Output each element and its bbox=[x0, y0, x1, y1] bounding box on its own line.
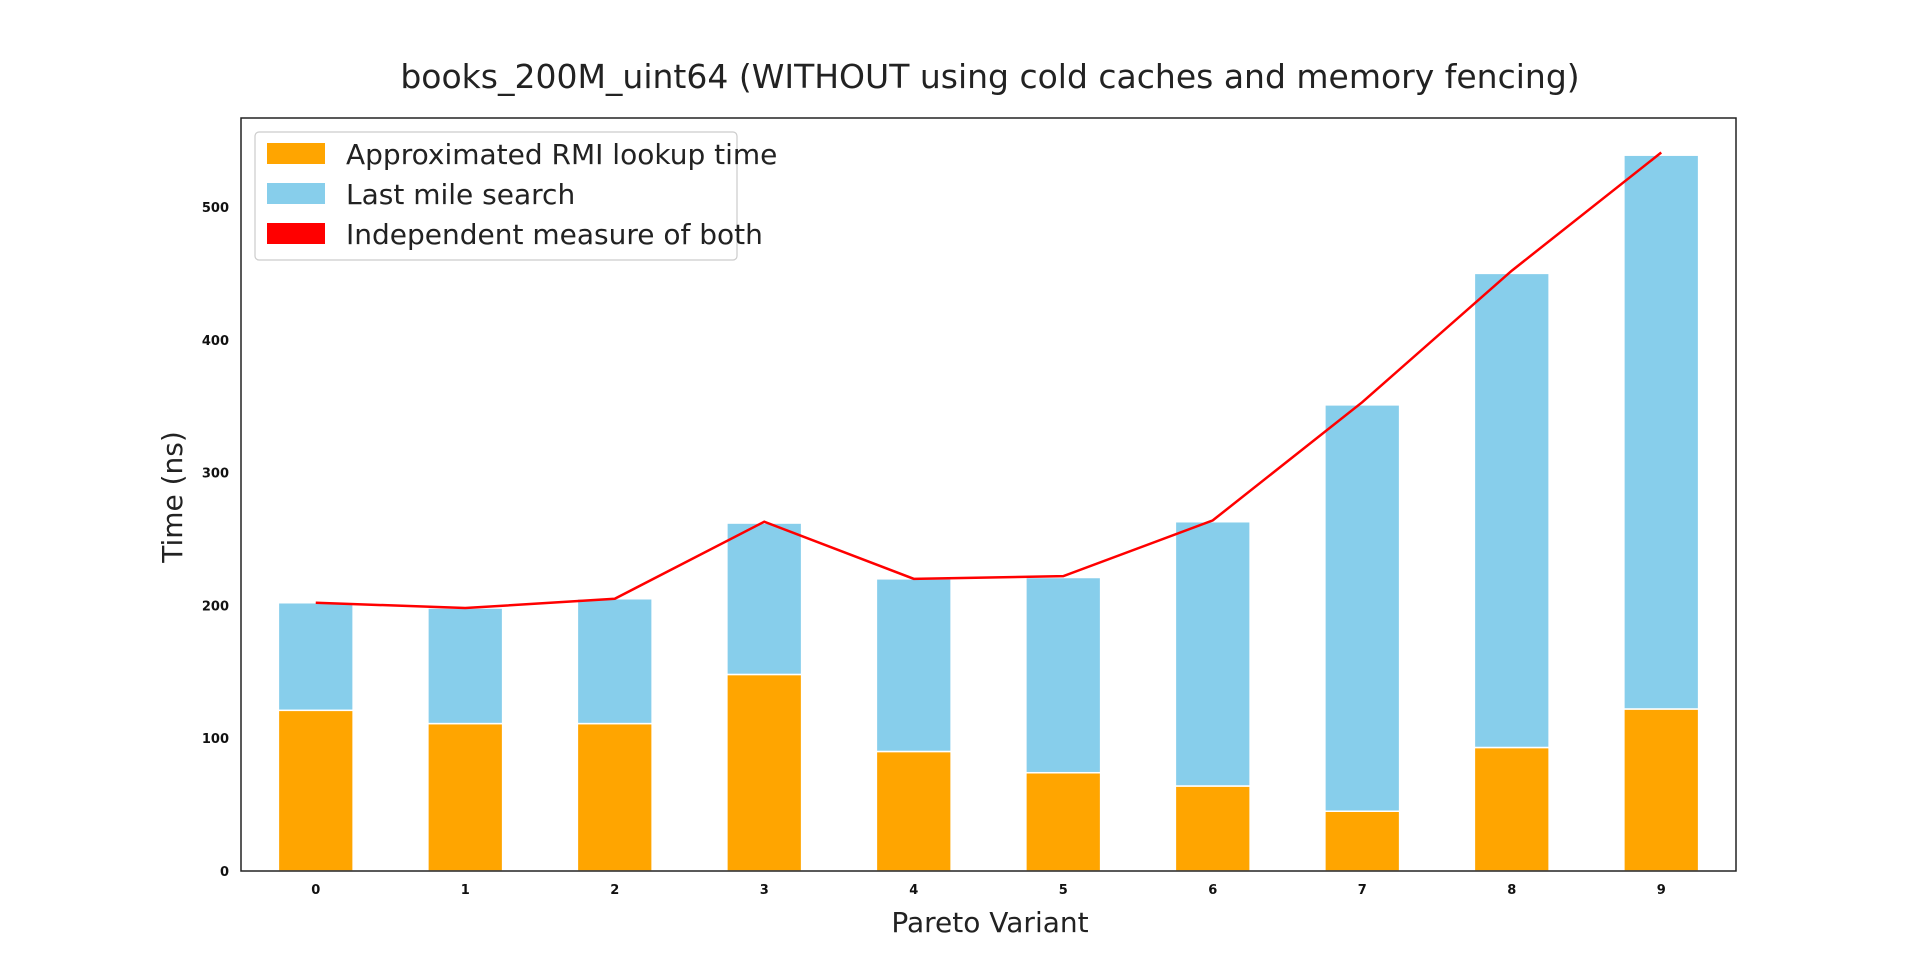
chart-title: books_200M_uint64 (WITHOUT using cold ca… bbox=[400, 57, 1579, 96]
y-tick-label-0: 0 bbox=[220, 865, 229, 880]
y-tick-label-200: 200 bbox=[202, 599, 229, 614]
y-tick-label-400: 400 bbox=[202, 334, 229, 349]
legend-frame bbox=[254, 131, 738, 261]
legend-label-last-mile: Last mile search bbox=[346, 178, 575, 211]
legend-swatch-last-mile bbox=[267, 183, 325, 204]
x-tick-label-3: 3 bbox=[760, 883, 769, 898]
legend-swatch-independent-measure bbox=[267, 223, 325, 244]
legend-swatch-rmi-lookup bbox=[267, 143, 325, 164]
bar-last-mile-8 bbox=[1473, 272, 1550, 749]
bar-last-mile-6 bbox=[1174, 520, 1251, 787]
bar-last-mile-7 bbox=[1324, 404, 1401, 812]
x-tick-label-4: 4 bbox=[909, 883, 918, 898]
bar-last-mile-4 bbox=[875, 578, 952, 753]
bar-last-mile-9 bbox=[1623, 154, 1700, 710]
legend: Approximated RMI lookup time Last mile se… bbox=[254, 131, 777, 261]
plot-frame bbox=[240, 117, 1737, 872]
line-independent-measure bbox=[315, 151, 1663, 610]
y-tick-label-100: 100 bbox=[202, 732, 229, 747]
plot-area: 0 100 200 300 400 500 0 1 2 3 4 5 6 7 8 9 bbox=[202, 117, 1737, 898]
bar-rmi-lookup-9 bbox=[1623, 708, 1700, 872]
bar-rmi-lookup-1 bbox=[427, 722, 504, 872]
y-tick-label-500: 500 bbox=[202, 201, 229, 216]
bar-last-mile-5 bbox=[1025, 576, 1102, 774]
bar-rmi-lookup-7 bbox=[1324, 810, 1401, 872]
bar-rmi-lookup-4 bbox=[875, 750, 952, 872]
bar-rmi-lookup-8 bbox=[1473, 746, 1550, 872]
x-axis-label: Pareto Variant bbox=[891, 906, 1088, 939]
bar-last-mile-2 bbox=[576, 598, 653, 725]
x-tick-label-5: 5 bbox=[1059, 883, 1068, 898]
bar-last-mile-1 bbox=[427, 607, 504, 725]
legend-label-rmi-lookup: Approximated RMI lookup time bbox=[346, 138, 777, 171]
bar-rmi-lookup-0 bbox=[277, 709, 354, 872]
x-tick-label-0: 0 bbox=[311, 883, 320, 898]
y-tick-label-300: 300 bbox=[202, 467, 229, 482]
y-axis-label: Time (ns) bbox=[156, 431, 189, 564]
x-tick-label-9: 9 bbox=[1657, 883, 1666, 898]
bar-last-mile-0 bbox=[277, 601, 354, 712]
bar-rmi-lookup-5 bbox=[1025, 771, 1102, 872]
x-tick-label-1: 1 bbox=[461, 883, 470, 898]
x-tick-label-8: 8 bbox=[1507, 883, 1516, 898]
x-tick-label-2: 2 bbox=[610, 883, 619, 898]
bar-rmi-lookup-2 bbox=[576, 722, 653, 872]
x-tick-label-6: 6 bbox=[1208, 883, 1217, 898]
legend-label-independent-measure: Independent measure of both bbox=[346, 218, 763, 251]
bar-rmi-lookup-3 bbox=[726, 673, 803, 872]
bar-rmi-lookup-6 bbox=[1174, 785, 1251, 872]
x-tick-label-7: 7 bbox=[1358, 883, 1367, 898]
bar-last-mile-3 bbox=[726, 522, 803, 676]
